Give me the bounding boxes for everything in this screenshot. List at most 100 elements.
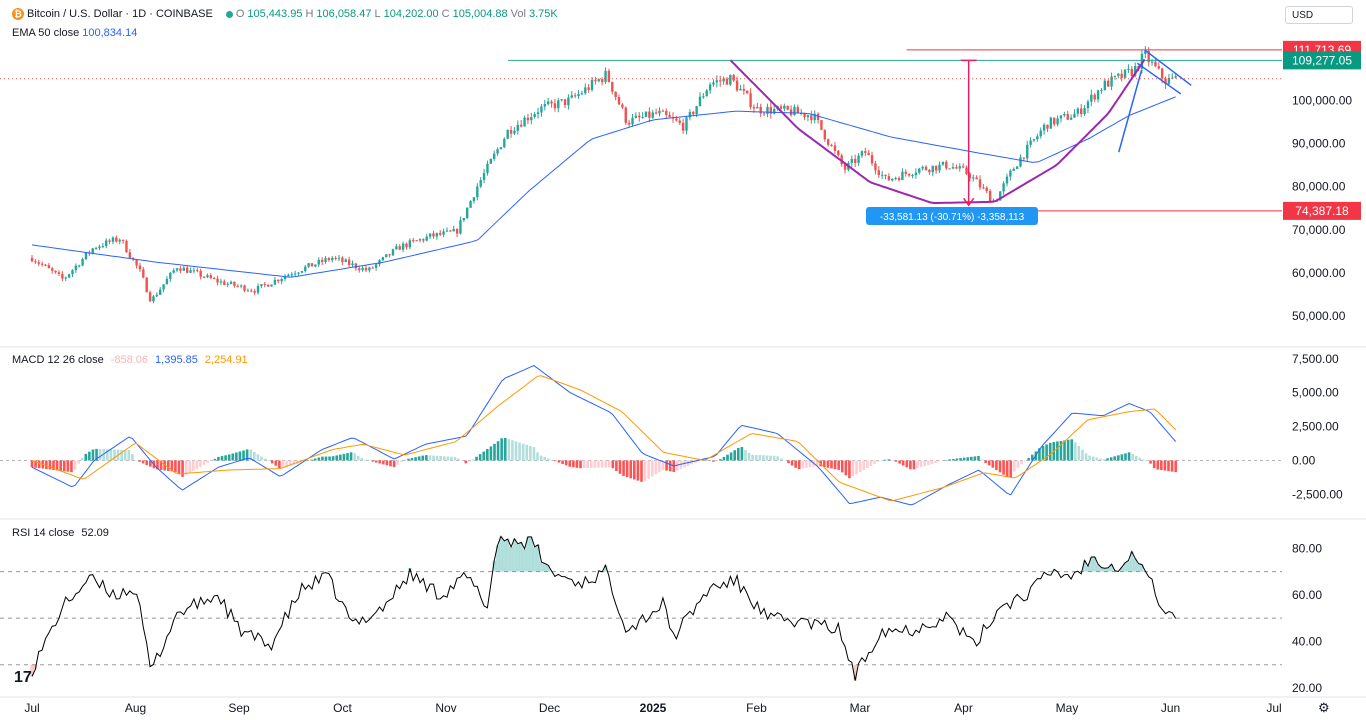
- candle-body: [1046, 124, 1049, 129]
- candle-body: [452, 229, 455, 232]
- currency-selector[interactable]: USD: [1285, 6, 1353, 24]
- macd-histogram-bar: [858, 460, 862, 473]
- candle-body: [145, 277, 148, 293]
- candle-body: [928, 169, 931, 173]
- macd-histogram-bar: [1084, 453, 1088, 461]
- macd-histogram-bar: [916, 460, 919, 469]
- macd-histogram-bar: [55, 460, 59, 471]
- candle-body: [1076, 108, 1080, 114]
- macd-histogram-bar: [281, 460, 285, 468]
- macd-histogram-bar: [711, 460, 715, 462]
- macd-histogram-bar: [464, 460, 468, 464]
- macd-histogram-bar: [726, 454, 729, 461]
- macd-histogram-bar: [288, 460, 292, 466]
- symbol-title[interactable]: Bitcoin / U.S. Dollar · 1D · COINBASE: [27, 8, 213, 20]
- candle-body: [766, 106, 769, 114]
- macd-histogram-bar: [1020, 460, 1023, 465]
- macd-histogram-bar: [1038, 448, 1041, 461]
- macd-histogram-bar: [1077, 446, 1081, 461]
- tradingview-logo-icon: 17: [14, 669, 32, 686]
- macd-legend[interactable]: MACD 12 26 close -858.06 1,395.85 2,254.…: [12, 354, 251, 366]
- macd-histogram-bar: [407, 458, 410, 461]
- candle-body: [165, 278, 169, 285]
- candle-body: [530, 117, 533, 121]
- macd-histogram-bar: [414, 457, 417, 461]
- macd-histogram-bar: [102, 449, 106, 461]
- macd-pane[interactable]: [0, 365, 1282, 506]
- candle-body: [381, 257, 385, 261]
- settings-gear-icon[interactable]: ⚙: [1318, 700, 1330, 715]
- rsi-legend[interactable]: RSI 14 close 52.09: [12, 527, 112, 539]
- macd-histogram-bar: [661, 460, 665, 471]
- candle-body: [675, 118, 678, 121]
- macd-histogram-bar: [862, 460, 866, 471]
- candle-body: [688, 112, 692, 118]
- candle-body: [1039, 130, 1042, 137]
- macd-histogram-bar: [421, 455, 425, 461]
- macd-histogram-bar: [633, 460, 636, 480]
- macd-histogram-bar: [876, 460, 880, 462]
- macd-histogram-bar: [1145, 460, 1149, 462]
- candle-body: [233, 281, 236, 286]
- candle-body: [1113, 75, 1117, 77]
- macd-histogram-bar: [536, 452, 539, 461]
- candle-body: [428, 233, 432, 237]
- candle-body: [978, 179, 982, 188]
- macd-histogram-bar: [410, 457, 414, 461]
- candle-body: [1133, 66, 1137, 76]
- candle-body: [1150, 61, 1154, 63]
- macd-line: [31, 365, 1177, 506]
- candle-body: [47, 265, 51, 269]
- candle-body: [708, 84, 712, 91]
- candle-body: [1154, 61, 1157, 67]
- candle-body: [162, 284, 165, 290]
- macd-histogram-bar: [787, 460, 790, 464]
- candle-body: [614, 91, 617, 98]
- candle-body: [702, 96, 705, 98]
- macd-histogram-bar: [683, 460, 686, 468]
- candle-body: [546, 101, 550, 105]
- macd-histogram-bar: [202, 460, 206, 465]
- measure-label: -33,581.13 (-30.71%) -3,358,113: [880, 212, 1025, 223]
- macd-histogram-bar: [826, 460, 830, 468]
- macd-histogram-bar: [987, 460, 991, 466]
- price-pane[interactable]: -33,581.13 (-30.71%) -3,358,113: [0, 46, 1282, 304]
- macd-histogram-bar: [331, 456, 335, 461]
- candle-body: [884, 174, 887, 177]
- candle-body: [128, 252, 132, 258]
- candle-body: [412, 240, 415, 242]
- candle-body: [479, 180, 482, 187]
- candle-body: [196, 270, 199, 272]
- price-tick-label: 60,000.00: [1292, 266, 1346, 280]
- macd-histogram-bar: [500, 438, 503, 461]
- macd-histogram-bar: [417, 456, 421, 461]
- macd-histogram-bar: [1081, 449, 1084, 461]
- candle-body: [1069, 117, 1073, 120]
- macd-histogram-bar: [267, 460, 270, 462]
- candle-body: [627, 122, 631, 125]
- macd-histogram-bar: [736, 447, 740, 461]
- candle-body: [1066, 114, 1069, 120]
- macd-histogram-bar: [636, 460, 640, 481]
- macd-histogram-bar: [339, 454, 342, 461]
- candle-body: [283, 276, 287, 279]
- candle-body: [243, 285, 246, 291]
- candle-body: [395, 246, 398, 250]
- rsi-pane[interactable]: [0, 535, 1282, 681]
- macd-histogram-bar: [486, 449, 489, 461]
- ema-legend[interactable]: EMA 50 close 100,834.14: [12, 27, 140, 39]
- candle-body: [692, 112, 695, 115]
- macd-histogram-bar: [1009, 460, 1013, 478]
- rsi-value: 52.09: [81, 527, 109, 539]
- candle-body: [435, 232, 439, 237]
- macd-histogram-bar: [1149, 460, 1152, 464]
- candle-body: [287, 274, 290, 277]
- candle-body: [216, 278, 219, 283]
- candle-body: [985, 187, 988, 192]
- macd-histogram-bar: [242, 450, 245, 461]
- candle-body: [516, 124, 520, 131]
- symbol-header[interactable]: ₿ Bitcoin / U.S. Dollar · 1D · COINBASE …: [12, 8, 561, 20]
- candle-body: [536, 112, 540, 115]
- candle-body: [374, 264, 378, 268]
